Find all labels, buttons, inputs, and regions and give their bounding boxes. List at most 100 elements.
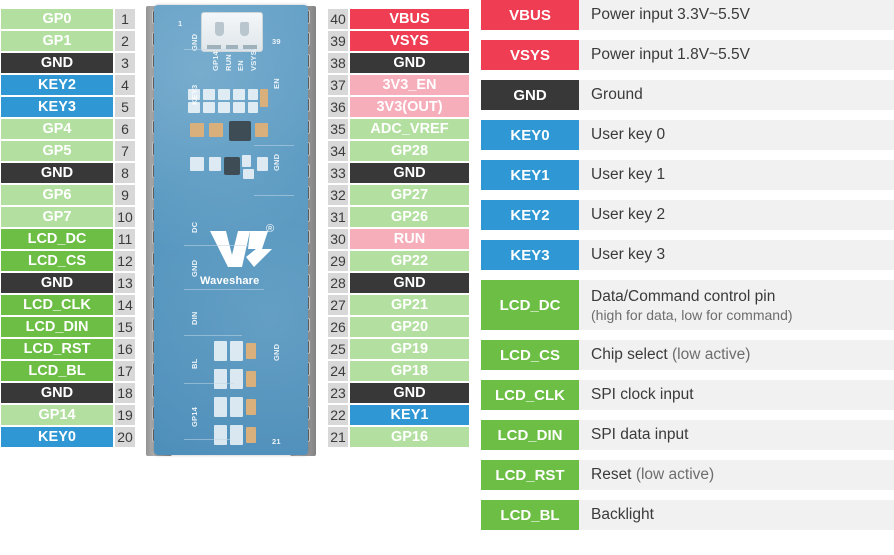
pin-row: LCD_DC 11: [0, 228, 136, 250]
pin-number: 32: [327, 184, 349, 206]
legend-description: SPI data input: [579, 420, 894, 450]
legend-chip: GND: [481, 80, 579, 110]
pin-row: 27 GP21: [327, 294, 470, 316]
legend-description: Data/Command control pin (high for data, …: [579, 280, 894, 330]
legend-chip: LCD_BL: [481, 500, 579, 530]
silk-gnd-3: GND: [272, 153, 281, 171]
silk-en-top: EN: [236, 60, 245, 71]
silk-gp14: GP14: [211, 51, 220, 71]
pin-label: GP27: [349, 184, 470, 206]
pin-number: 1: [114, 8, 136, 30]
silk-dc: DC: [190, 221, 199, 233]
pin-label: ADC_VREF: [349, 118, 470, 140]
silk-corner-21: 21: [272, 437, 281, 446]
pin-row: KEY2 4: [0, 74, 136, 96]
legend-description: User key 1: [579, 160, 894, 190]
legend-row: LCD_CS Chip select (low active): [481, 340, 894, 370]
legend-description-text: Data/Command control pin: [591, 287, 776, 305]
legend-description-note: (low active): [635, 466, 715, 483]
legend-row: GND Ground: [481, 80, 894, 110]
pin-number: 2: [114, 30, 136, 52]
pin-row: LCD_CS 12: [0, 250, 136, 272]
pin-number: 30: [327, 228, 349, 250]
pin-row: GND 18: [0, 382, 136, 404]
legend-row: VSYS Power input 1.8V~5.5V: [481, 40, 894, 70]
pin-number: 27: [327, 294, 349, 316]
pin-label: RUN: [349, 228, 470, 250]
legend-description-text: Power input 3.3V~5.5V: [591, 6, 750, 23]
pin-label: LCD_CLK: [0, 294, 114, 316]
pin-number: 21: [327, 426, 349, 448]
pin-label: LCD_DIN: [0, 316, 114, 338]
legend-description-text: Chip select: [591, 346, 668, 363]
pin-number: 14: [114, 294, 136, 316]
legend-description-text: User key 3: [591, 246, 666, 263]
pin-row: 30 RUN: [327, 228, 470, 250]
legend-description-text: SPI clock input: [591, 386, 694, 403]
pin-number: 18: [114, 382, 136, 404]
pin-row: LCD_BL 17: [0, 360, 136, 382]
silk-din: DIN: [190, 311, 199, 325]
pin-label: KEY2: [0, 74, 114, 96]
pin-label: GP26: [349, 206, 470, 228]
pin-row: 21 GP16: [327, 426, 470, 448]
pin-row: 24 GP18: [327, 360, 470, 382]
pin-number: 12: [114, 250, 136, 272]
legend-row: KEY3 User key 3: [481, 240, 894, 270]
pin-number: 9: [114, 184, 136, 206]
legend-description-text: User key 2: [591, 206, 666, 223]
pin-label: GP4: [0, 118, 114, 140]
usb-connector-icon: [201, 12, 263, 52]
pin-label: GP20: [349, 316, 470, 338]
legend-chip: VSYS: [481, 40, 579, 70]
pin-number: 37: [327, 74, 349, 96]
pin-row: GP14 19: [0, 404, 136, 426]
registered-mark: ®: [266, 223, 275, 235]
pin-label: GP6: [0, 184, 114, 206]
pin-row: 37 3V3_EN: [327, 74, 470, 96]
pin-label: LCD_BL: [0, 360, 114, 382]
pin-number: 36: [327, 96, 349, 118]
pin-label: GP1: [0, 30, 114, 52]
pin-number: 19: [114, 404, 136, 426]
legend-description: Power input 1.8V~5.5V: [579, 40, 894, 70]
legend-chip: LCD_DC: [481, 280, 579, 330]
pin-row: GND 8: [0, 162, 136, 184]
pin-row: KEY3 5: [0, 96, 136, 118]
pin-number: 6: [114, 118, 136, 140]
legend-description-subtext: (high for data, low for command): [591, 306, 793, 323]
pin-number: 23: [327, 382, 349, 404]
pin-label: GP22: [349, 250, 470, 272]
brand-text: Waveshare: [200, 275, 260, 287]
pin-label: GP14: [0, 404, 114, 426]
pin-row: 33 GND: [327, 162, 470, 184]
pin-legend: VBUS Power input 3.3V~5.5V VSYS Power input…: [481, 0, 894, 540]
pin-number: 8: [114, 162, 136, 184]
pin-label: GND: [0, 382, 114, 404]
pin-label: GND: [349, 162, 470, 184]
pin-row: GND 13: [0, 272, 136, 294]
legend-chip: KEY3: [481, 240, 579, 270]
pin-row: GND 3: [0, 52, 136, 74]
pin-number: 13: [114, 272, 136, 294]
left-pin-column: GP0 1 GP1 2 GND 3 KEY2 4 KEY3 5 GP4 6 GP5 7 GND 8 GP6 9 GP…: [0, 8, 136, 448]
pin-number: 22: [327, 404, 349, 426]
legend-description-text: Ground: [591, 86, 643, 103]
legend-description: User key 2: [579, 200, 894, 230]
legend-description: Power input 3.3V~5.5V: [579, 0, 894, 30]
legend-row: LCD_DC Data/Command control pin (high for …: [481, 280, 894, 330]
pin-label: VBUS: [349, 8, 470, 30]
pin-number: 10: [114, 206, 136, 228]
pin-row: 23 GND: [327, 382, 470, 404]
legend-row: KEY2 User key 2: [481, 200, 894, 230]
pin-number: 26: [327, 316, 349, 338]
legend-chip: KEY0: [481, 120, 579, 150]
legend-row: LCD_BL Backlight: [481, 500, 894, 530]
legend-description-text: User key 1: [591, 166, 666, 183]
silk-gnd-2: GND: [190, 259, 199, 277]
legend-chip: KEY1: [481, 160, 579, 190]
pin-row: GP7 10: [0, 206, 136, 228]
pin-number: 17: [114, 360, 136, 382]
pin-label: GND: [349, 52, 470, 74]
legend-chip: LCD_CS: [481, 340, 579, 370]
